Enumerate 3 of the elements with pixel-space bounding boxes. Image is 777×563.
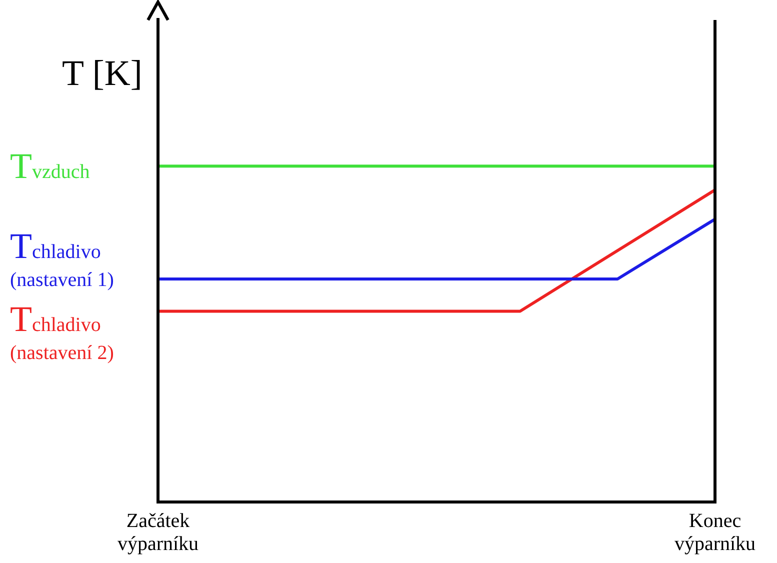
y-axis-title: T [K]	[62, 52, 142, 94]
x-tick-label: Začátek výparníku	[116, 510, 200, 556]
x-tick-label: Konec výparníku	[673, 510, 757, 556]
